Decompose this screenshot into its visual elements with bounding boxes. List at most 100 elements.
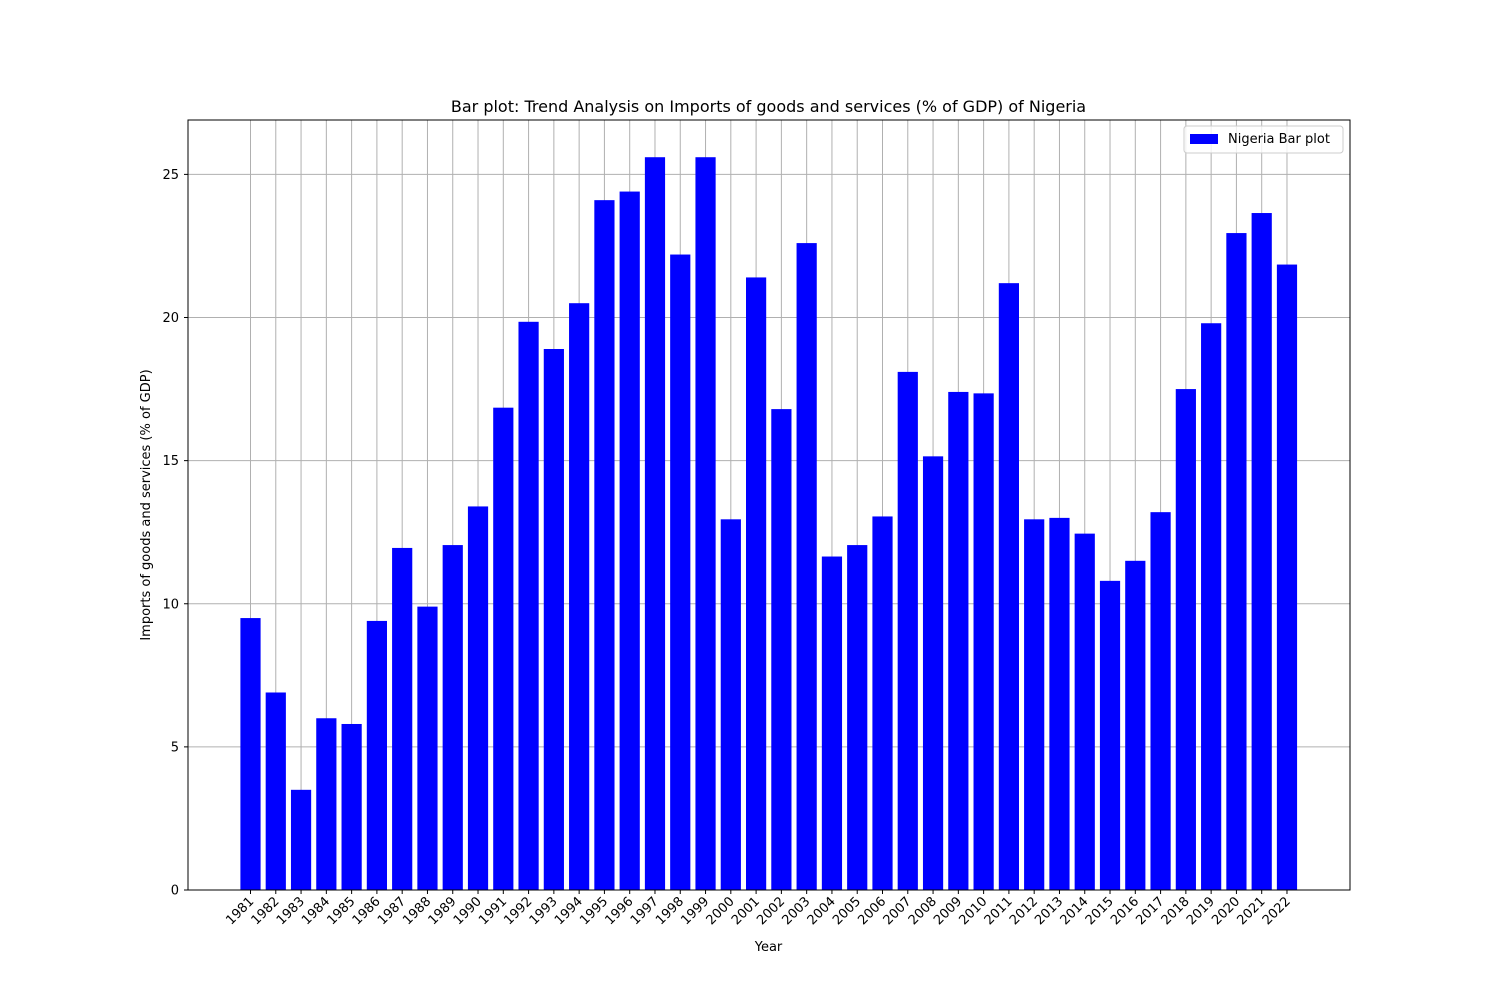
bar-2002 xyxy=(771,409,792,890)
bar-2008 xyxy=(922,456,944,890)
bar-2011 xyxy=(998,283,1019,890)
x-tick-label: 1993 xyxy=(527,894,561,928)
bar-2013 xyxy=(1049,517,1070,890)
bar-2003 xyxy=(796,243,817,890)
x-tick-label: 1991 xyxy=(476,894,510,928)
x-tick-label: 1997 xyxy=(628,894,662,928)
y-axis-label: Imports of goods and services (% of GDP) xyxy=(139,369,154,640)
x-tick-label: 1983 xyxy=(274,894,308,928)
x-tick-label: 1981 xyxy=(223,894,257,928)
x-tick-label: 2022 xyxy=(1260,894,1294,928)
bar-2007 xyxy=(897,371,918,891)
bar-2017 xyxy=(1150,512,1171,890)
x-tick-label: 2009 xyxy=(931,894,965,928)
legend-label: Nigeria Bar plot xyxy=(1228,132,1330,147)
y-tick-label: 5 xyxy=(171,740,179,755)
x-tick-label: 2020 xyxy=(1209,894,1243,928)
bar-2022 xyxy=(1276,264,1298,890)
legend: Nigeria Bar plot xyxy=(1183,125,1344,154)
x-tick-label: 1994 xyxy=(552,894,586,928)
bar-1988 xyxy=(417,606,438,890)
bar-2009 xyxy=(948,391,969,890)
x-tick-label: 2008 xyxy=(906,894,940,928)
bar-1998 xyxy=(670,254,691,891)
bar-1995 xyxy=(594,200,615,891)
x-tick-label: 1998 xyxy=(653,894,687,928)
bar-1981 xyxy=(240,618,261,890)
y-tick-label: 25 xyxy=(162,168,179,183)
bar-1987 xyxy=(392,547,413,890)
bar-2015 xyxy=(1099,580,1121,890)
x-tick-label: 2021 xyxy=(1235,894,1269,928)
x-tick-label: 2001 xyxy=(729,894,763,928)
x-tick-label: 2012 xyxy=(1007,894,1041,928)
bar-2004 xyxy=(821,556,843,890)
bar-2021 xyxy=(1251,213,1272,891)
x-tick-label: 2015 xyxy=(1083,894,1117,928)
x-tick-label: 2010 xyxy=(956,894,990,928)
x-tick-label: 1988 xyxy=(400,894,434,928)
bar-1982 xyxy=(265,692,286,890)
x-tick-label: 1995 xyxy=(577,894,611,928)
x-tick-label: 1989 xyxy=(426,894,460,928)
x-tick-label: 2002 xyxy=(754,894,788,928)
bar-2001 xyxy=(746,277,767,890)
x-tick-label: 1990 xyxy=(451,894,485,928)
legend-swatch xyxy=(1190,134,1218,144)
y-tick-label: 0 xyxy=(171,884,179,899)
bar-2020 xyxy=(1226,233,1247,891)
bar-2005 xyxy=(847,545,868,890)
x-tick-label: 2007 xyxy=(881,894,915,928)
bar-1997 xyxy=(644,157,666,890)
x-tick-label: 2014 xyxy=(1058,894,1092,928)
bar-1999 xyxy=(695,157,716,890)
x-tick-label: 2003 xyxy=(779,894,813,928)
x-tick-label: 2000 xyxy=(704,894,738,928)
x-tick-label: 1996 xyxy=(603,894,637,928)
bar-1983 xyxy=(290,789,312,890)
bar-1989 xyxy=(442,545,463,890)
bar-1993 xyxy=(543,348,564,890)
x-tick-label: 1986 xyxy=(350,894,384,928)
x-tick-label: 2004 xyxy=(805,894,839,928)
x-tick-label: 2016 xyxy=(1108,894,1142,928)
y-axis-ticks: 0 5 10 15 20 25 xyxy=(162,168,188,899)
bar-2000 xyxy=(720,519,741,890)
x-tick-label: 2018 xyxy=(1159,894,1193,928)
bar-1991 xyxy=(493,407,514,890)
bar-2006 xyxy=(872,516,893,890)
y-tick-label: 15 xyxy=(162,454,179,469)
bar-2016 xyxy=(1125,560,1146,890)
x-tick-label: 2005 xyxy=(830,894,864,928)
bar-1986 xyxy=(366,620,387,890)
bar-2018 xyxy=(1175,389,1196,890)
grid-lines xyxy=(188,120,1350,891)
plot-frame xyxy=(187,119,1351,891)
bars xyxy=(240,157,1298,891)
bar-1996 xyxy=(619,191,640,890)
x-tick-label: 1987 xyxy=(375,894,409,928)
y-tick-label: 10 xyxy=(162,597,179,612)
x-tick-label: 2013 xyxy=(1032,894,1066,928)
x-axis-label: Year xyxy=(754,940,783,955)
x-tick-label: 2019 xyxy=(1184,894,1218,928)
bar-1994 xyxy=(569,303,590,890)
x-tick-label: 1992 xyxy=(501,894,535,928)
bar-2014 xyxy=(1074,533,1095,890)
bar-1985 xyxy=(341,723,362,890)
y-tick-label: 20 xyxy=(162,311,179,326)
chart-title: Bar plot: Trend Analysis on Imports of g… xyxy=(451,97,1086,116)
x-tick-label: 2017 xyxy=(1133,894,1167,928)
bar-2010 xyxy=(973,393,994,890)
legend-box xyxy=(1183,125,1344,154)
x-tick-label: 2006 xyxy=(855,894,889,928)
bar-1984 xyxy=(316,718,337,890)
bar-2012 xyxy=(1024,519,1045,890)
x-tick-label: 1985 xyxy=(324,894,358,928)
x-tick-label: 1984 xyxy=(299,894,333,928)
bar-2019 xyxy=(1201,323,1222,890)
bar-1992 xyxy=(518,321,539,890)
x-tick-label: 1982 xyxy=(249,894,283,928)
bar-1990 xyxy=(467,506,489,890)
